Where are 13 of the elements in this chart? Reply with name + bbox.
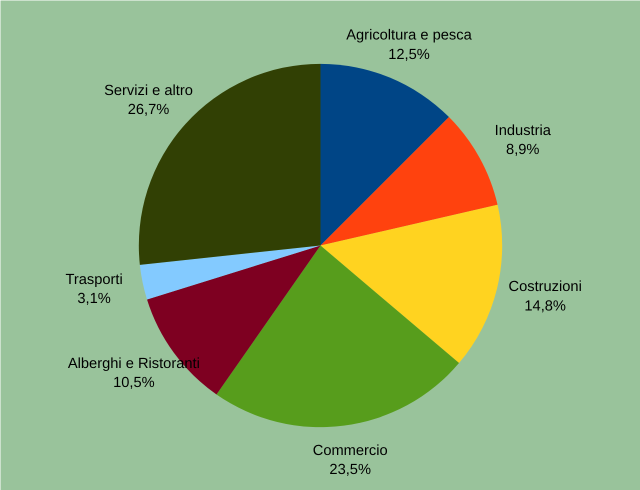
data-label: 8,9%	[506, 142, 540, 158]
slice-label: Costruzioni	[508, 279, 582, 296]
data-label: 14,8%	[524, 298, 566, 314]
data-label: 23,5%	[329, 462, 371, 478]
slice-label: Commercio	[312, 442, 388, 459]
data-label: 12,5%	[388, 46, 430, 63]
slice-label: Agricoltura e pesca	[346, 28, 473, 44]
slice-label: Servizi e altro	[104, 83, 193, 100]
slice-label: Industria	[494, 122, 552, 139]
slice-label: Trasporti	[65, 272, 123, 288]
data-label: 26,7%	[128, 102, 170, 118]
data-label: 10,5%	[113, 375, 155, 392]
data-label: 3,1%	[77, 291, 111, 308]
